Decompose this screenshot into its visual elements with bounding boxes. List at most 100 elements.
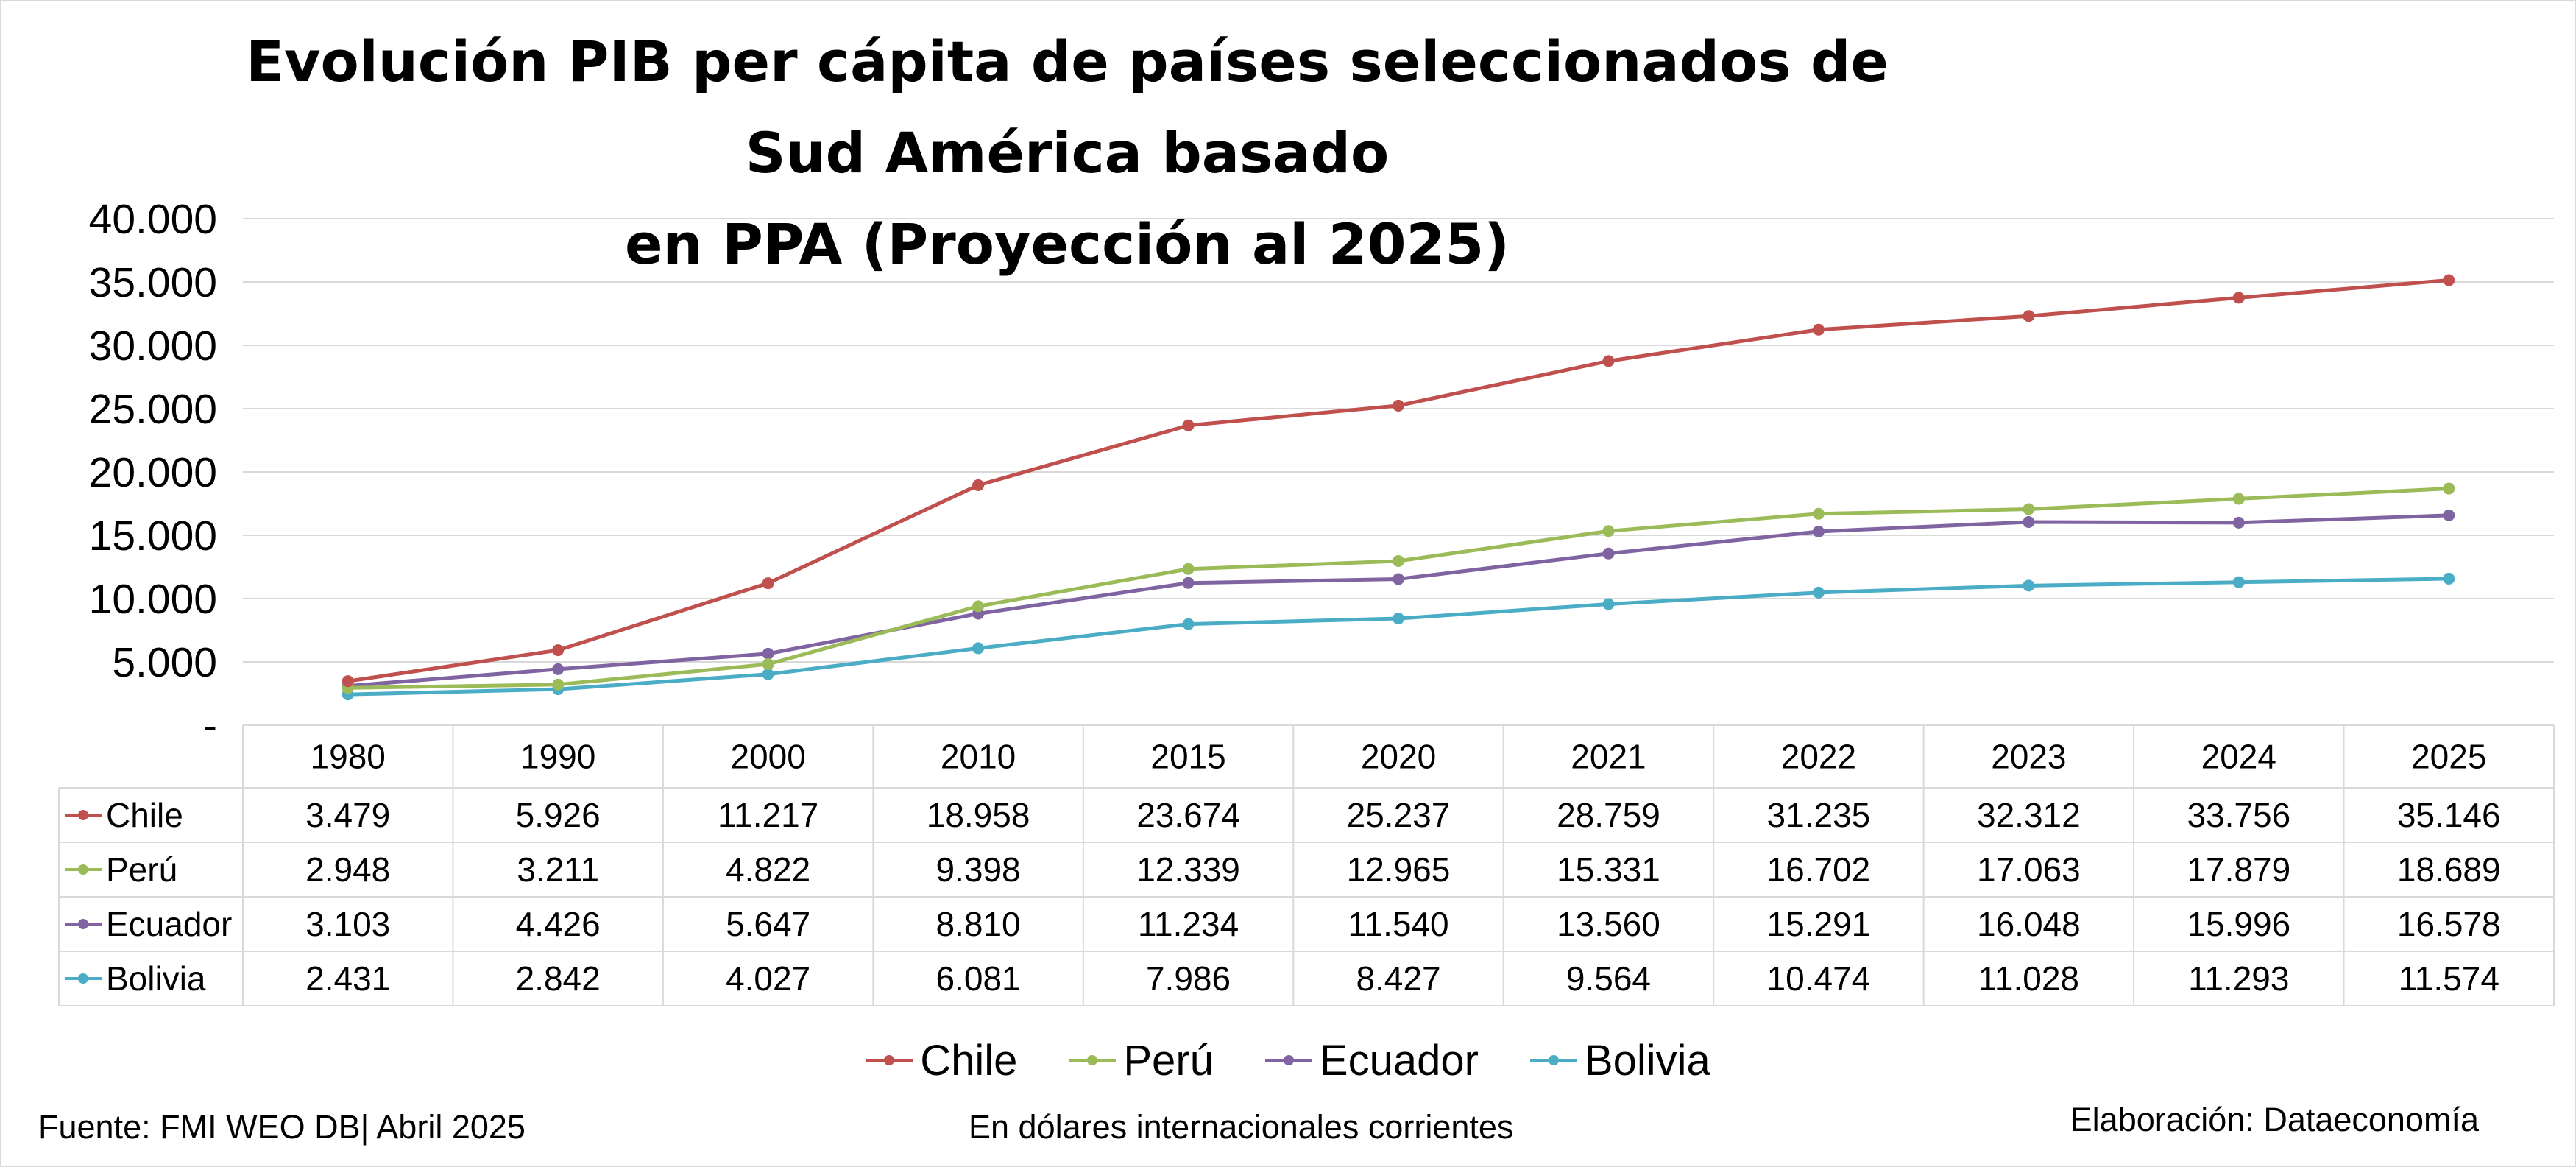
y-tick-label: 15.000	[89, 512, 217, 560]
table-series-name: Ecuador	[106, 905, 232, 943]
table-series-name: Perú	[106, 850, 177, 889]
data-point	[552, 678, 565, 691]
data-label: 3.479	[305, 796, 390, 834]
data-point	[1602, 525, 1615, 537]
x-tick-label: 2021	[1571, 738, 1646, 776]
legend-key	[1069, 1052, 1117, 1068]
chart-title: Evolución PIB per cápita de países selec…	[246, 29, 1889, 277]
data-label: 28.759	[1557, 796, 1660, 834]
data-point	[2232, 292, 2245, 304]
footer-credit: Elaboración: Dataeconomía	[2070, 1101, 2479, 1138]
data-point	[1393, 399, 1404, 412]
data-point	[2443, 572, 2455, 585]
data-point	[2232, 576, 2245, 588]
table-legend-key	[65, 919, 102, 929]
data-label: 12.965	[1347, 850, 1451, 889]
series-line	[347, 577, 2449, 697]
legend-label: Ecuador	[1319, 1036, 1479, 1085]
data-point	[1812, 323, 1825, 336]
legend-item: Ecuador	[1264, 1036, 1479, 1085]
data-label: 11.293	[2188, 959, 2289, 998]
data-label: 15.331	[1557, 850, 1660, 889]
data-point	[1812, 525, 1825, 537]
data-label: 4.426	[516, 905, 601, 943]
legend-key	[866, 1052, 913, 1068]
data-label: 11.540	[1348, 905, 1448, 943]
data-label: 8.427	[1356, 959, 1440, 998]
x-tick-label: 1980	[311, 738, 386, 776]
data-point	[342, 675, 354, 688]
data-label: 8.810	[936, 905, 1021, 943]
table-legend-key	[65, 973, 102, 984]
data-point	[552, 644, 565, 657]
data-point	[1182, 618, 1195, 630]
data-label: 15.996	[2187, 905, 2290, 943]
legend-key	[1529, 1052, 1577, 1068]
data-label: 2.948	[305, 850, 390, 889]
legend-item: Bolivia	[1529, 1036, 1710, 1085]
data-label: 4.822	[726, 850, 810, 889]
x-tick-label: 2024	[2201, 738, 2276, 776]
y-tick-label: 30.000	[89, 322, 217, 370]
data-point	[972, 479, 985, 491]
y-tick-label: 40.000	[89, 196, 217, 243]
data-point	[1602, 598, 1615, 610]
data-label: 16.048	[1977, 905, 2081, 943]
data-label: 16.702	[1767, 850, 1871, 889]
series-line	[347, 513, 2449, 688]
legend: Chile Perú Ecuador Bolivia	[0, 1027, 2576, 1093]
series-per	[342, 482, 2455, 694]
data-point	[1812, 507, 1825, 520]
legend-label: Bolivia	[1584, 1036, 1710, 1085]
y-axis-ticks: - 5.000 10.000 15.000 20.000 25.000 30.000 35.0…	[89, 196, 217, 750]
data-point	[2023, 579, 2035, 592]
data-label: 11.028	[1978, 959, 2079, 998]
chart-plot: - 5.000 10.000 15.000 20.000 25.000 30.000 35.0…	[58, 196, 2555, 1006]
legend-label: Perú	[1123, 1036, 1214, 1085]
data-point	[1602, 355, 1615, 367]
data-point	[2023, 515, 2035, 528]
y-tick-label: 35.000	[89, 259, 217, 306]
data-point	[2443, 509, 2455, 521]
x-tick-label: 2010	[941, 738, 1016, 776]
data-label: 32.312	[1977, 796, 2081, 834]
y-tick-label: -	[203, 702, 217, 750]
data-point	[1182, 577, 1195, 589]
table-series-name: Bolivia	[106, 959, 206, 998]
data-label: 33.756	[2187, 796, 2290, 834]
data-point	[2023, 310, 2035, 322]
data-label: 11.574	[2399, 959, 2499, 998]
data-point	[2443, 274, 2455, 286]
data-label: 18.958	[927, 796, 1030, 834]
data-label: 9.398	[936, 850, 1021, 889]
data-point	[972, 642, 985, 655]
x-tick-label: 2025	[2411, 738, 2486, 776]
series-line	[347, 487, 2449, 690]
x-tick-label: 2020	[1361, 738, 1436, 776]
data-point	[762, 658, 774, 671]
data-label: 5.926	[516, 796, 601, 834]
footer-source: Fuente: FMI WEO DB| Abril 2025	[38, 1108, 526, 1146]
table-series-name: Chile	[106, 796, 183, 834]
x-tick-label: 2023	[1991, 738, 2066, 776]
data-point	[972, 600, 985, 613]
data-label: 11.217	[718, 796, 818, 834]
data-point	[762, 647, 774, 660]
y-tick-label: 20.000	[89, 449, 217, 496]
gridlines	[243, 218, 2554, 663]
data-label: 13.560	[1557, 905, 1660, 943]
data-label: 18.689	[2397, 850, 2501, 889]
x-tick-label: 1990	[520, 738, 595, 776]
data-label: 11.234	[1138, 905, 1239, 943]
legend-item: Perú	[1069, 1036, 1214, 1085]
y-tick-label: 25.000	[89, 386, 217, 433]
data-label: 23.674	[1136, 796, 1240, 834]
data-label: 17.879	[2187, 850, 2290, 889]
data-point	[1393, 555, 1404, 568]
data-label: 17.063	[1977, 850, 2081, 889]
data-point	[762, 668, 774, 680]
x-tick-label: 2000	[730, 738, 805, 776]
data-point	[1602, 547, 1615, 560]
series-chile	[342, 274, 2455, 688]
